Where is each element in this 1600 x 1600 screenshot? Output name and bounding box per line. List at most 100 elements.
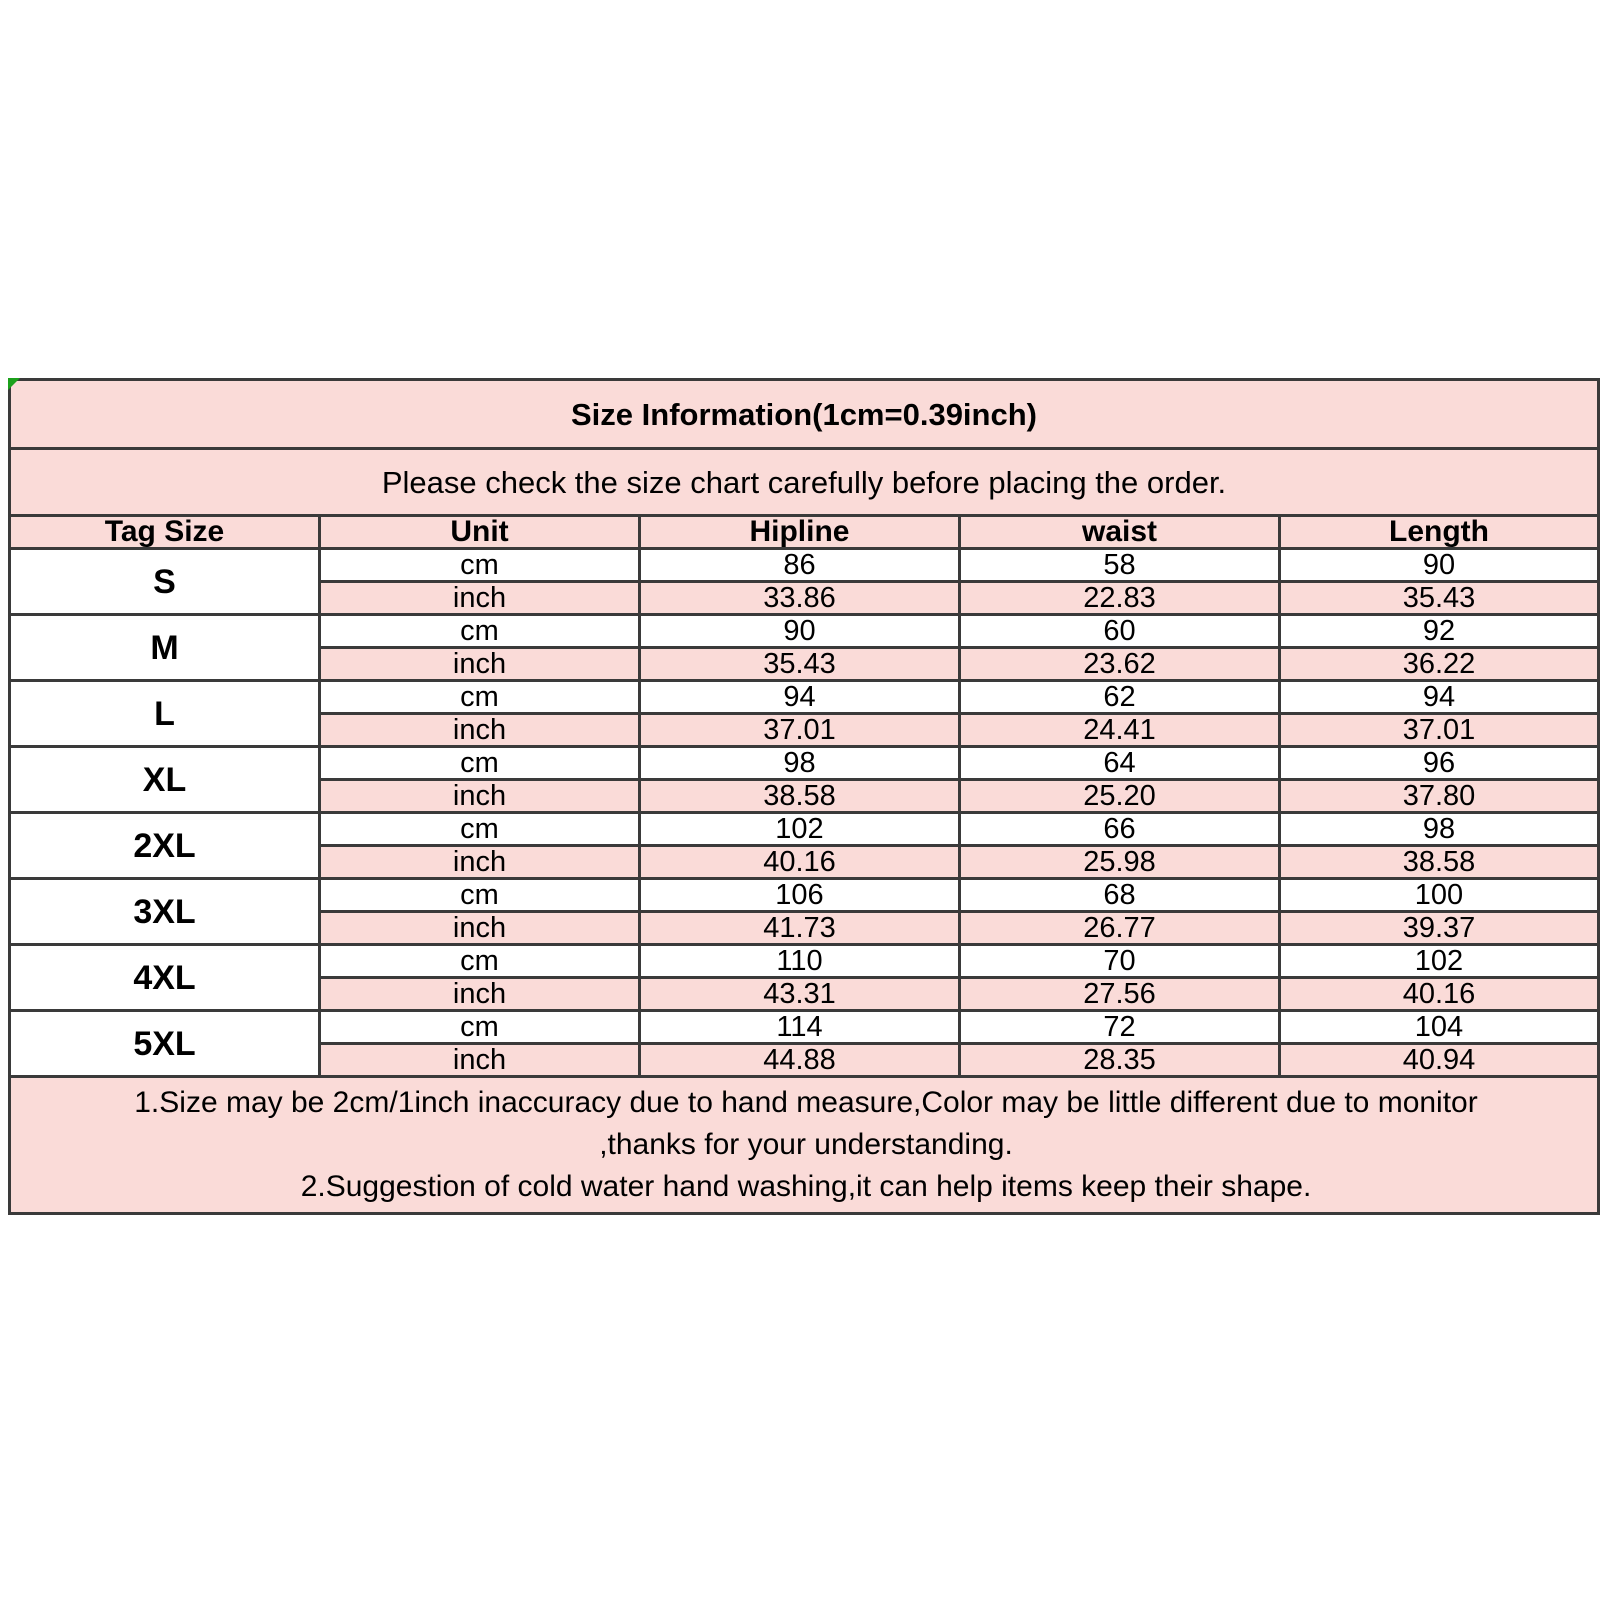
- value-M-cm-2: 92: [1278, 613, 1600, 649]
- value-3XL-inch-1: 26.77: [958, 910, 1281, 946]
- unit-label-cm: cm: [318, 679, 641, 715]
- unit-label-cm: cm: [318, 613, 641, 649]
- tag-size-L: L: [8, 679, 321, 748]
- unit-label-inch: inch: [318, 778, 641, 814]
- value-4XL-cm-2: 102: [1278, 943, 1600, 979]
- tag-size-XL: XL: [8, 745, 321, 814]
- value-XL-inch-2: 37.80: [1278, 778, 1600, 814]
- value-XL-cm-1: 64: [958, 745, 1281, 781]
- value-S-cm-2: 90: [1278, 547, 1600, 583]
- title-row: Size Information(1cm=0.39inch): [8, 378, 1600, 450]
- unit-label-inch: inch: [318, 646, 641, 682]
- unit-label-cm: cm: [318, 1009, 641, 1045]
- header-hipline: Hipline: [638, 514, 961, 550]
- size-chart: Size Information(1cm=0.39inch) Please ch…: [8, 378, 1600, 1215]
- unit-label-cm: cm: [318, 811, 641, 847]
- value-4XL-inch-0: 43.31: [638, 976, 961, 1012]
- header-unit: Unit: [318, 514, 641, 550]
- value-M-cm-1: 60: [958, 613, 1281, 649]
- value-S-inch-2: 35.43: [1278, 580, 1600, 616]
- tag-size-2XL: 2XL: [8, 811, 321, 880]
- notes-row: 1.Size may be 2cm/1inch inaccuracy due t…: [8, 1075, 1600, 1215]
- size-row-M-inch: inch 35.43 23.62 36.22: [10, 646, 1600, 682]
- value-5XL-inch-1: 28.35: [958, 1042, 1281, 1078]
- unit-label-cm: cm: [318, 877, 641, 913]
- chart-subtitle: Please check the size chart carefully be…: [8, 447, 1600, 517]
- value-L-cm-2: 94: [1278, 679, 1600, 715]
- value-M-inch-0: 35.43: [638, 646, 961, 682]
- size-row-3XL-cm: 3XL cm 106 68 100: [8, 877, 1600, 946]
- value-S-cm-1: 58: [958, 547, 1281, 583]
- value-XL-cm-0: 98: [638, 745, 961, 781]
- value-3XL-cm-1: 68: [958, 877, 1281, 913]
- value-5XL-inch-2: 40.94: [1278, 1042, 1600, 1078]
- value-4XL-inch-1: 27.56: [958, 976, 1281, 1012]
- header-tag-size: Tag Size: [8, 514, 321, 550]
- value-S-cm-0: 86: [638, 547, 961, 583]
- notes-block: 1.Size may be 2cm/1inch inaccuracy due t…: [8, 1075, 1600, 1215]
- value-XL-cm-2: 96: [1278, 745, 1600, 781]
- value-3XL-cm-2: 100: [1278, 877, 1600, 913]
- unit-label-inch: inch: [318, 712, 641, 748]
- value-4XL-cm-0: 110: [638, 943, 961, 979]
- note-line-2: ,thanks for your understanding.: [599, 1128, 1013, 1161]
- size-row-L-inch: inch 37.01 24.41 37.01: [10, 712, 1600, 748]
- tag-size-3XL: 3XL: [8, 877, 321, 946]
- value-L-inch-0: 37.01: [638, 712, 961, 748]
- note-line-3: 2.Suggestion of cold water hand washing,…: [300, 1170, 1312, 1203]
- value-L-inch-2: 37.01: [1278, 712, 1600, 748]
- unit-label-inch: inch: [318, 910, 641, 946]
- unit-label-inch: inch: [318, 844, 641, 880]
- value-L-cm-1: 62: [958, 679, 1281, 715]
- value-2XL-inch-0: 40.16: [638, 844, 961, 880]
- value-2XL-cm-2: 98: [1278, 811, 1600, 847]
- column-header-row: Tag Size Unit Hipline waist Length: [8, 514, 1600, 550]
- chart-title: Size Information(1cm=0.39inch): [8, 378, 1600, 450]
- unit-label-inch: inch: [318, 976, 641, 1012]
- size-row-2XL-cm: 2XL cm 102 66 98: [8, 811, 1600, 880]
- value-5XL-cm-1: 72: [958, 1009, 1281, 1045]
- size-row-3XL-inch: inch 41.73 26.77 39.37: [10, 910, 1600, 946]
- value-XL-inch-1: 25.20: [958, 778, 1281, 814]
- header-waist: waist: [958, 514, 1281, 550]
- note-line-1: 1.Size may be 2cm/1inch inaccuracy due t…: [134, 1086, 1478, 1119]
- value-5XL-inch-0: 44.88: [638, 1042, 961, 1078]
- unit-label-inch: inch: [318, 580, 641, 616]
- value-L-inch-1: 24.41: [958, 712, 1281, 748]
- value-2XL-cm-0: 102: [638, 811, 961, 847]
- corner-marker-icon: [8, 378, 20, 390]
- value-4XL-cm-1: 70: [958, 943, 1281, 979]
- value-M-inch-2: 36.22: [1278, 646, 1600, 682]
- size-row-5XL-inch: inch 44.88 28.35 40.94: [10, 1042, 1600, 1078]
- tag-size-S: S: [8, 547, 321, 616]
- header-length: Length: [1278, 514, 1600, 550]
- value-5XL-cm-2: 104: [1278, 1009, 1600, 1045]
- value-2XL-cm-1: 66: [958, 811, 1281, 847]
- size-row-4XL-inch: inch 43.31 27.56 40.16: [10, 976, 1600, 1012]
- value-3XL-cm-0: 106: [638, 877, 961, 913]
- value-M-cm-0: 90: [638, 613, 961, 649]
- value-5XL-cm-0: 114: [638, 1009, 961, 1045]
- unit-label-cm: cm: [318, 547, 641, 583]
- size-row-5XL-cm: 5XL cm 114 72 104: [8, 1009, 1600, 1078]
- size-row-4XL-cm: 4XL cm 110 70 102: [8, 943, 1600, 1012]
- value-S-inch-0: 33.86: [638, 580, 961, 616]
- unit-label-cm: cm: [318, 745, 641, 781]
- value-XL-inch-0: 38.58: [638, 778, 961, 814]
- size-row-S-inch: inch 33.86 22.83 35.43: [10, 580, 1600, 616]
- value-M-inch-1: 23.62: [958, 646, 1281, 682]
- value-L-cm-0: 94: [638, 679, 961, 715]
- tag-size-M: M: [8, 613, 321, 682]
- tag-size-5XL: 5XL: [8, 1009, 321, 1078]
- value-4XL-inch-2: 40.16: [1278, 976, 1600, 1012]
- unit-label-inch: inch: [318, 1042, 641, 1078]
- value-3XL-inch-0: 41.73: [638, 910, 961, 946]
- value-3XL-inch-2: 39.37: [1278, 910, 1600, 946]
- value-2XL-inch-2: 38.58: [1278, 844, 1600, 880]
- unit-label-cm: cm: [318, 943, 641, 979]
- value-S-inch-1: 22.83: [958, 580, 1281, 616]
- value-2XL-inch-1: 25.98: [958, 844, 1281, 880]
